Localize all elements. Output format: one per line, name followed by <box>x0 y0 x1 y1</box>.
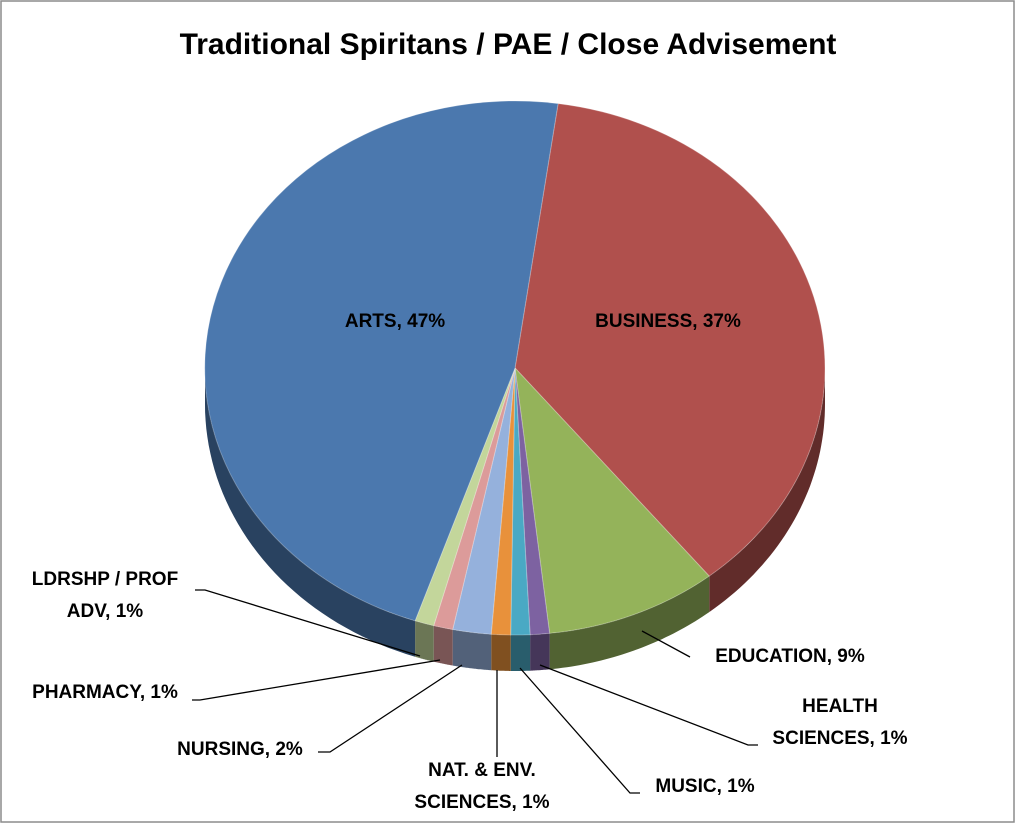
slice-side <box>415 620 434 662</box>
data-label: BUSINESS, 37% <box>595 311 741 332</box>
slice-side <box>549 576 710 670</box>
slice-side <box>452 629 492 671</box>
slice-side <box>510 634 531 671</box>
slice <box>514 103 826 577</box>
slice <box>490 367 516 636</box>
leader-line <box>192 659 441 701</box>
slice <box>452 367 516 635</box>
chart-title: Traditional Spiritans / PAE / Close Advi… <box>180 28 837 61</box>
data-label: NAT. & ENV. SCIENCES, 1% <box>414 760 549 813</box>
leader-line <box>519 667 640 794</box>
slice-side <box>491 634 511 671</box>
slice <box>514 366 710 634</box>
data-label: ARTS, 47% <box>345 311 445 332</box>
slice <box>433 367 516 631</box>
slice <box>514 367 551 636</box>
data-label: EDUCATION, 9% <box>715 646 865 667</box>
data-label: LDRSHP / PROF ADV, 1% <box>32 569 178 622</box>
data-label: HEALTH SCIENCES, 1% <box>772 696 907 749</box>
slice-side <box>205 368 416 657</box>
slice <box>510 367 531 636</box>
slice-side <box>433 625 453 666</box>
leader-line <box>641 630 691 658</box>
leader-line <box>539 664 758 746</box>
leader-line <box>318 664 463 753</box>
data-label: PHARMACY, 1% <box>32 682 178 703</box>
slice-side <box>709 368 825 613</box>
leader-line <box>195 589 421 657</box>
data-label: NURSING, 2% <box>177 739 303 760</box>
slice <box>414 367 516 627</box>
slice-side <box>530 633 550 671</box>
slice <box>204 100 559 622</box>
data-label: MUSIC, 1% <box>655 776 754 797</box>
